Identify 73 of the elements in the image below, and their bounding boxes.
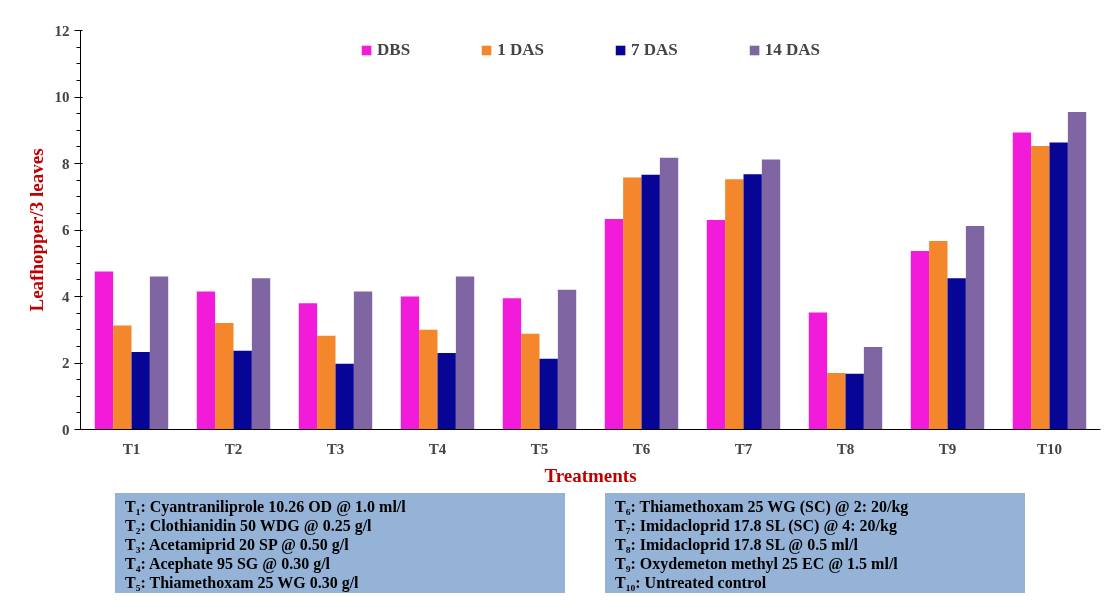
x-tick-label: T1	[122, 440, 141, 457]
bar	[743, 174, 762, 430]
text: T₁₀: Untreated control	[615, 574, 767, 591]
legend-label: DBS	[377, 40, 411, 60]
text: T₇: Imidacloprid 17.8 SL (SC) @ 4: 20/kg	[615, 517, 897, 534]
x-tick-label: T8	[836, 440, 855, 457]
bar	[521, 333, 540, 430]
bar	[659, 157, 679, 430]
bar	[863, 347, 883, 430]
y-tick-label: 4	[62, 288, 70, 305]
x-tick-label: T6	[632, 440, 651, 457]
bar	[845, 373, 864, 430]
text: T₃: Acetamiprid 20 SP @ 0.50 g/l	[125, 536, 349, 553]
bar	[1049, 142, 1068, 430]
y-tick-label: 0	[62, 421, 70, 438]
bar	[233, 350, 252, 430]
bar	[706, 220, 726, 430]
x-tick-label: T4	[428, 440, 447, 457]
y-tick-label: 12	[54, 22, 70, 39]
bar	[149, 276, 169, 430]
bar	[437, 353, 456, 430]
y-tick-label: 8	[62, 155, 70, 172]
bar	[1067, 111, 1087, 430]
x-tick-label: T2	[224, 440, 243, 457]
bar	[1012, 132, 1032, 430]
x-axis-title: Treatments	[544, 464, 637, 486]
text: T₅: Thiamethoxam 25 WG 0.30 g/l	[125, 574, 359, 591]
bar	[910, 250, 930, 430]
bar	[455, 276, 475, 430]
bar	[604, 219, 624, 430]
bar	[1031, 145, 1050, 430]
text: T₆: Thiamethoxam 25 WG (SC) @ 2: 20/kg	[615, 498, 909, 515]
bar	[113, 325, 132, 430]
bar	[725, 179, 744, 430]
bar	[215, 323, 234, 430]
bar	[94, 271, 114, 430]
legend-label: 7 DAS	[630, 40, 678, 60]
text: T₄: Acephate 95 SG @ 0.30 g/l	[125, 555, 331, 572]
text: T₈: Imidacloprid 17.8 SL @ 0.5 ml/l	[615, 536, 858, 553]
bar	[761, 159, 781, 430]
y-axis-title: Leafhopper/3 leaves	[25, 148, 47, 312]
text: T₂: Clothianidin 50 WDG @ 0.25 g/l	[125, 517, 372, 534]
y-tick-label: 6	[62, 222, 70, 238]
bar	[419, 329, 438, 430]
x-tick-label: T10	[1037, 440, 1063, 457]
bar	[965, 226, 985, 430]
bar	[131, 352, 150, 430]
bar	[335, 363, 354, 430]
text: T₉: Oxydemeton methyl 25 EC @ 1.5 ml/l	[615, 555, 898, 572]
bar	[641, 174, 660, 430]
y-tick-label: 2	[62, 355, 70, 371]
bar	[557, 289, 577, 430]
x-tick-label: T3	[326, 440, 345, 457]
bar	[808, 312, 828, 430]
bar	[196, 291, 216, 430]
bar	[947, 278, 966, 430]
bar	[317, 335, 336, 430]
bar	[502, 298, 522, 430]
bar	[623, 177, 642, 430]
legend-label: 14 DAS	[764, 40, 820, 60]
bar	[298, 303, 318, 430]
text: T₁: Cyantraniliprole 10.26 OD @ 1.0 ml/l	[125, 498, 406, 515]
bar	[929, 240, 948, 430]
x-tick-label: T5	[530, 440, 549, 457]
bar	[539, 358, 558, 430]
legend-label: 1 DAS	[497, 40, 544, 60]
x-tick-label: T9	[938, 440, 957, 457]
bar	[353, 291, 373, 430]
x-tick-label: T7	[734, 440, 753, 457]
bar	[400, 296, 420, 430]
bar	[251, 278, 271, 430]
bar	[827, 372, 846, 430]
y-tick-label: 10	[54, 89, 70, 105]
